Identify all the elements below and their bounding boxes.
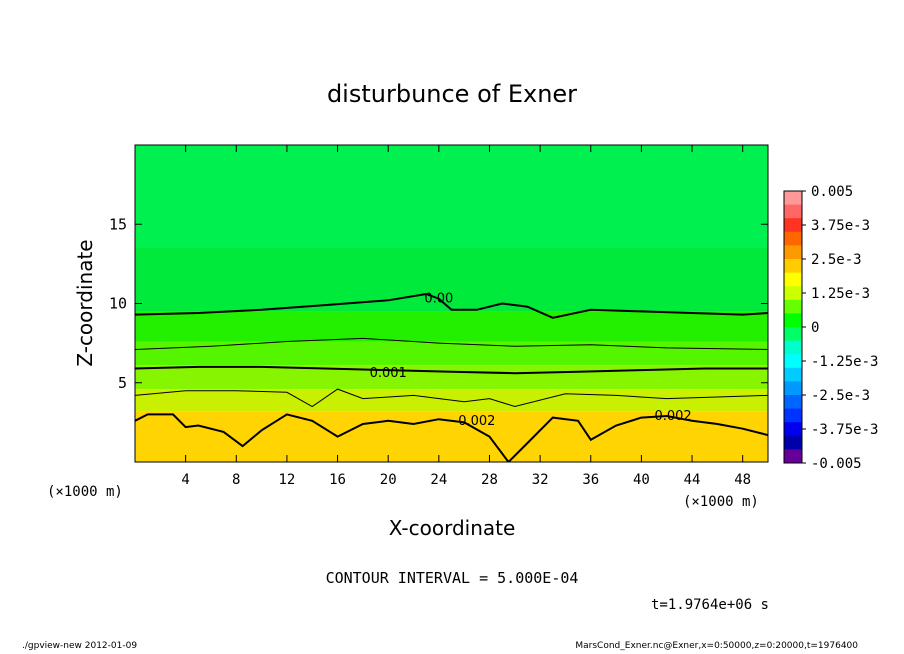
colorbar-segment <box>784 191 802 206</box>
colorbar-segment <box>784 422 802 437</box>
contour-label-1: 0.001 <box>370 366 407 381</box>
colorbar-segment <box>784 408 802 423</box>
x-tick-label: 12 <box>278 472 295 488</box>
contour-interval: CONTOUR INTERVAL = 5.000E-04 <box>326 569 579 587</box>
colorbar-segment <box>784 245 802 260</box>
x-unit-right: (×1000 m) <box>683 494 759 510</box>
colorbar-segment <box>784 367 802 382</box>
x-unit-left: (×1000 m) <box>47 484 123 500</box>
contour-label-3: 0.002 <box>654 409 691 424</box>
x-tick-label: 36 <box>582 472 599 488</box>
colorbar-label: 3.75e-3 <box>811 218 870 234</box>
colorbar-label: 2.5e-3 <box>811 252 862 268</box>
y-tick-label: 10 <box>109 295 127 313</box>
colorbar-segment <box>784 449 802 464</box>
field-band-6 <box>135 411 768 462</box>
colorbar-label: -0.005 <box>811 456 862 472</box>
x-tick-label: 8 <box>232 472 240 488</box>
field-band-1 <box>135 248 768 312</box>
contour-0-002 <box>135 413 768 462</box>
colorbar-segment <box>784 395 802 410</box>
field-band-0 <box>135 145 768 249</box>
contour-0-001 <box>135 365 768 375</box>
footer-left: ./gpview-new 2012-01-09 <box>22 641 138 651</box>
colorbar-label: 0.005 <box>811 184 853 200</box>
y-axis: 5 10 15 <box>109 215 768 392</box>
x-axis: 4 8 12 16 20 24 28 32 36 40 44 48 <box>181 145 751 488</box>
x-tick-label: 16 <box>329 472 346 488</box>
colorbar-segment <box>784 272 802 287</box>
contour-label-text: 0.001 <box>370 366 407 381</box>
field-band-3 <box>135 341 768 366</box>
contour-0-0005 <box>135 337 768 350</box>
colorbar-label: -2.5e-3 <box>811 388 870 404</box>
y-tick-label: 5 <box>118 374 127 392</box>
colorbar-segment <box>784 218 802 233</box>
x-tick-label: 28 <box>481 472 498 488</box>
x-tick-label: 40 <box>633 472 650 488</box>
x-tick-label: 24 <box>430 472 447 488</box>
contour-label-text: 0.002 <box>458 414 495 429</box>
colorbar-segment <box>784 231 802 246</box>
y-tick-label: 15 <box>109 215 127 233</box>
footer-right: MarsCond_Exner.nc@Exner,x=0:50000,z=0:20… <box>575 641 858 651</box>
colorbar: 0.005 3.75e-3 2.5e-3 1.25e-3 0 -1.25e-3 -2.5e-… <box>783 184 878 472</box>
x-tick-label: 32 <box>532 472 549 488</box>
colorbar-segment <box>784 327 802 342</box>
colorbar-segment <box>784 259 802 274</box>
colorbar-label: -3.75e-3 <box>811 422 878 438</box>
contour-label-text: 0.00 <box>424 292 453 307</box>
contour-label-0: 0.00 <box>424 292 453 307</box>
colorbar-segment <box>784 204 802 219</box>
colorbar-label: -1.25e-3 <box>811 354 878 370</box>
colorbar-segment <box>784 286 802 301</box>
time-label: t=1.9764e+06 s <box>651 597 769 613</box>
colorbar-segment <box>784 313 802 328</box>
colorbar-segment <box>784 340 802 355</box>
colorbar-label: 1.25e-3 <box>811 286 870 302</box>
colorbar-label: 0 <box>811 320 819 336</box>
colorbar-segment <box>784 299 802 314</box>
contour-0-0015 <box>135 388 768 408</box>
x-tick-label: 4 <box>181 472 189 488</box>
colorbar-segment <box>784 354 802 369</box>
contour-0-00 <box>135 292 768 319</box>
y-axis-label: Z-coordinate <box>73 239 97 366</box>
x-tick-label: 48 <box>734 472 751 488</box>
x-tick-label: 20 <box>380 472 397 488</box>
contour-label-text: 0.002 <box>654 409 691 424</box>
x-tick-label: 44 <box>684 472 701 488</box>
contour-lines: 0.00 0.001 0.002 0.002 <box>135 292 768 462</box>
x-axis-label: X-coordinate <box>389 516 516 540</box>
colorbar-segment <box>784 435 802 450</box>
field-band-2 <box>135 311 768 342</box>
colorbar-segment <box>784 381 802 396</box>
contour-label-2: 0.002 <box>458 414 495 429</box>
chart-title: disturbunce of Exner <box>327 80 577 108</box>
